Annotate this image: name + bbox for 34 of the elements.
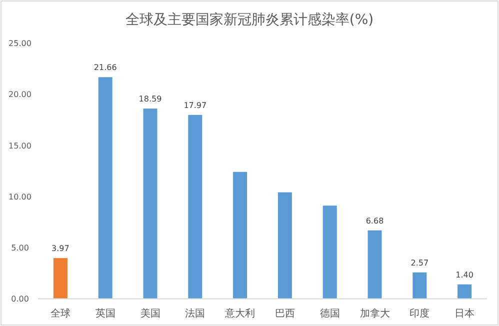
y-tick-label: 10.00 [8, 192, 32, 202]
x-tick-label: 法国 [185, 308, 206, 320]
data-label: 18.59 [138, 94, 162, 104]
bar [233, 172, 248, 299]
data-label: 2.57 [410, 258, 429, 268]
bar [412, 272, 427, 299]
x-tick-label: 全球 [50, 308, 70, 320]
bar [188, 114, 202, 299]
data-label: 1.40 [456, 270, 474, 280]
bar [458, 284, 472, 299]
y-tick-label: 5.00 [11, 244, 29, 253]
data-label: 21.66 [94, 63, 117, 72]
data-label: 6.68 [366, 216, 384, 226]
y-tick-label: 20.00 [8, 90, 32, 100]
x-tick-label: 日本 [454, 308, 475, 320]
chart-title: 全球及主要国家新冠肺炎累计感染率(%) [125, 12, 374, 28]
x-tick-label: 德国 [320, 308, 340, 320]
x-tick-label: 印度 [410, 308, 430, 320]
y-tick-label: 0.00 [11, 294, 29, 304]
bar [98, 77, 112, 299]
bar [278, 192, 292, 299]
data-label: 17.97 [184, 100, 207, 110]
x-tick-label: 巴西 [274, 308, 295, 320]
y-tick-label: 25.00 [8, 39, 32, 48]
bar [322, 206, 337, 299]
bar [368, 230, 382, 299]
x-tick-label: 美国 [140, 308, 160, 320]
bar [53, 258, 68, 299]
x-tick-label: 意大利 [224, 308, 256, 320]
bar [143, 108, 158, 299]
data-label: 3.97 [52, 244, 70, 254]
x-tick-label: 加拿大 [360, 308, 390, 320]
x-tick-label: 英国 [95, 308, 116, 320]
y-tick-label: 15.00 [8, 141, 32, 150]
